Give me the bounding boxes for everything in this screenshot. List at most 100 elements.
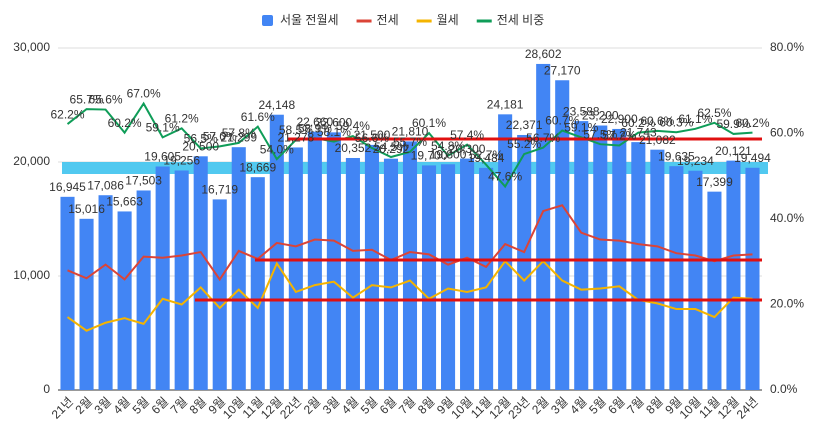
line: [66, 101, 753, 189]
data-label: 47.6%: [488, 170, 522, 184]
bar: [441, 164, 456, 390]
data-label: 67.0%: [127, 87, 161, 101]
y-tick-label: 30,000: [13, 40, 50, 54]
data-label: 59.1%: [146, 121, 180, 135]
data-label: 57.4%: [450, 128, 484, 142]
data-label: 22,600: [316, 116, 353, 130]
data-label: 23,200: [582, 109, 619, 123]
data-label: 21,082: [639, 133, 676, 147]
data-label: 24,148: [258, 98, 295, 112]
data-label: 57.2%: [602, 129, 636, 143]
data-label: 61.6%: [241, 110, 275, 124]
bar: [631, 142, 646, 390]
data-label: 62.5%: [697, 106, 731, 120]
data-label: 22,900: [601, 112, 638, 126]
data-label: 54.5%: [374, 140, 408, 154]
y2-tick-label: 20.0%: [770, 297, 804, 311]
bar: [117, 211, 132, 390]
data-label: 19,234: [677, 154, 714, 168]
data-label: 17,399: [696, 175, 733, 189]
data-label: 20,500: [182, 139, 219, 153]
data-label: 60.2%: [621, 116, 655, 130]
y2-tick-label: 40.0%: [770, 211, 804, 225]
data-label: 60.6%: [640, 114, 674, 128]
y-tick-label: 20,000: [13, 154, 50, 168]
data-label: 59.9%: [716, 117, 750, 131]
data-label: 20,121: [715, 144, 752, 158]
bar: [345, 157, 360, 390]
data-label: 65.7%: [70, 92, 104, 106]
bar: [688, 170, 703, 390]
data-label: 60.1%: [412, 116, 446, 130]
data-label: 16,945: [49, 180, 86, 194]
bar: [250, 177, 265, 390]
data-label: 19,605: [144, 150, 181, 164]
data-label: 56.6%: [355, 131, 389, 145]
bar: [60, 196, 75, 390]
data-label: 58.9%: [298, 121, 332, 135]
data-label: 62.2%: [50, 107, 84, 121]
bar: [193, 156, 208, 390]
bar: [707, 191, 722, 390]
data-label: 60.7%: [545, 114, 579, 128]
bar: [574, 121, 589, 390]
bar: [460, 158, 475, 390]
data-label: 19,700: [411, 149, 448, 163]
data-label: 56.5%: [184, 132, 218, 146]
bar: [269, 114, 284, 390]
data-label: 19,635: [658, 149, 695, 163]
data-label: 15,016: [68, 202, 105, 216]
bar: [479, 167, 494, 390]
data-label: 65.6%: [89, 93, 123, 107]
data-label: 28,602: [525, 47, 562, 61]
data-label: 57.0%: [203, 129, 237, 143]
data-label: 21,810: [392, 125, 429, 139]
x-tick-label: 23년: [505, 394, 532, 421]
data-label: 17,086: [87, 178, 124, 192]
data-label: 61.2%: [165, 112, 199, 126]
data-label: 59.4%: [336, 119, 370, 133]
bar: [174, 170, 189, 390]
bar: [669, 166, 684, 390]
data-label: 24,181: [487, 98, 524, 112]
legend-label: 전세 비중: [497, 13, 545, 27]
bar: [79, 218, 94, 390]
bar: [517, 134, 532, 390]
bar: [364, 144, 379, 390]
data-label: 55.7%: [393, 135, 427, 149]
data-label: 54.0%: [260, 142, 294, 156]
y-tick-label: 10,000: [13, 268, 50, 282]
data-label: 20,292: [373, 142, 410, 156]
legend-label: 전세: [377, 13, 399, 27]
data-label: 21,299: [220, 130, 257, 144]
data-label: 58.5%: [279, 123, 313, 137]
y2-tick-label: 0.0%: [770, 382, 798, 396]
data-label: 57.5%: [583, 127, 617, 141]
bar: [383, 158, 399, 390]
line: [67, 204, 753, 282]
bar: [593, 125, 608, 391]
data-label: 19,800: [430, 147, 467, 161]
legend-label: 서울 전월세: [280, 13, 339, 27]
data-label: 57.8%: [222, 126, 256, 140]
y2-tick-label: 80.0%: [770, 40, 804, 54]
data-label: 61.1%: [678, 112, 712, 126]
legend-swatch: [262, 15, 273, 26]
x-tick-label: 21년: [49, 394, 76, 421]
y-tick-label: 0: [43, 382, 50, 396]
legend-label: 월세: [437, 13, 459, 27]
data-label: 60.2%: [108, 116, 142, 130]
data-label: 22,660: [297, 115, 334, 129]
data-label: 19,494: [734, 151, 771, 165]
bar: [555, 80, 570, 391]
data-label: 21,278: [277, 131, 314, 145]
bar: [212, 199, 227, 390]
data-label: 16,719: [201, 183, 238, 197]
data-label: 19,484: [468, 151, 505, 165]
bar: [231, 147, 246, 390]
bar: [726, 160, 741, 390]
bar: [136, 190, 151, 390]
data-label: 56.7%: [526, 131, 560, 145]
data-label: 17,503: [125, 174, 162, 188]
